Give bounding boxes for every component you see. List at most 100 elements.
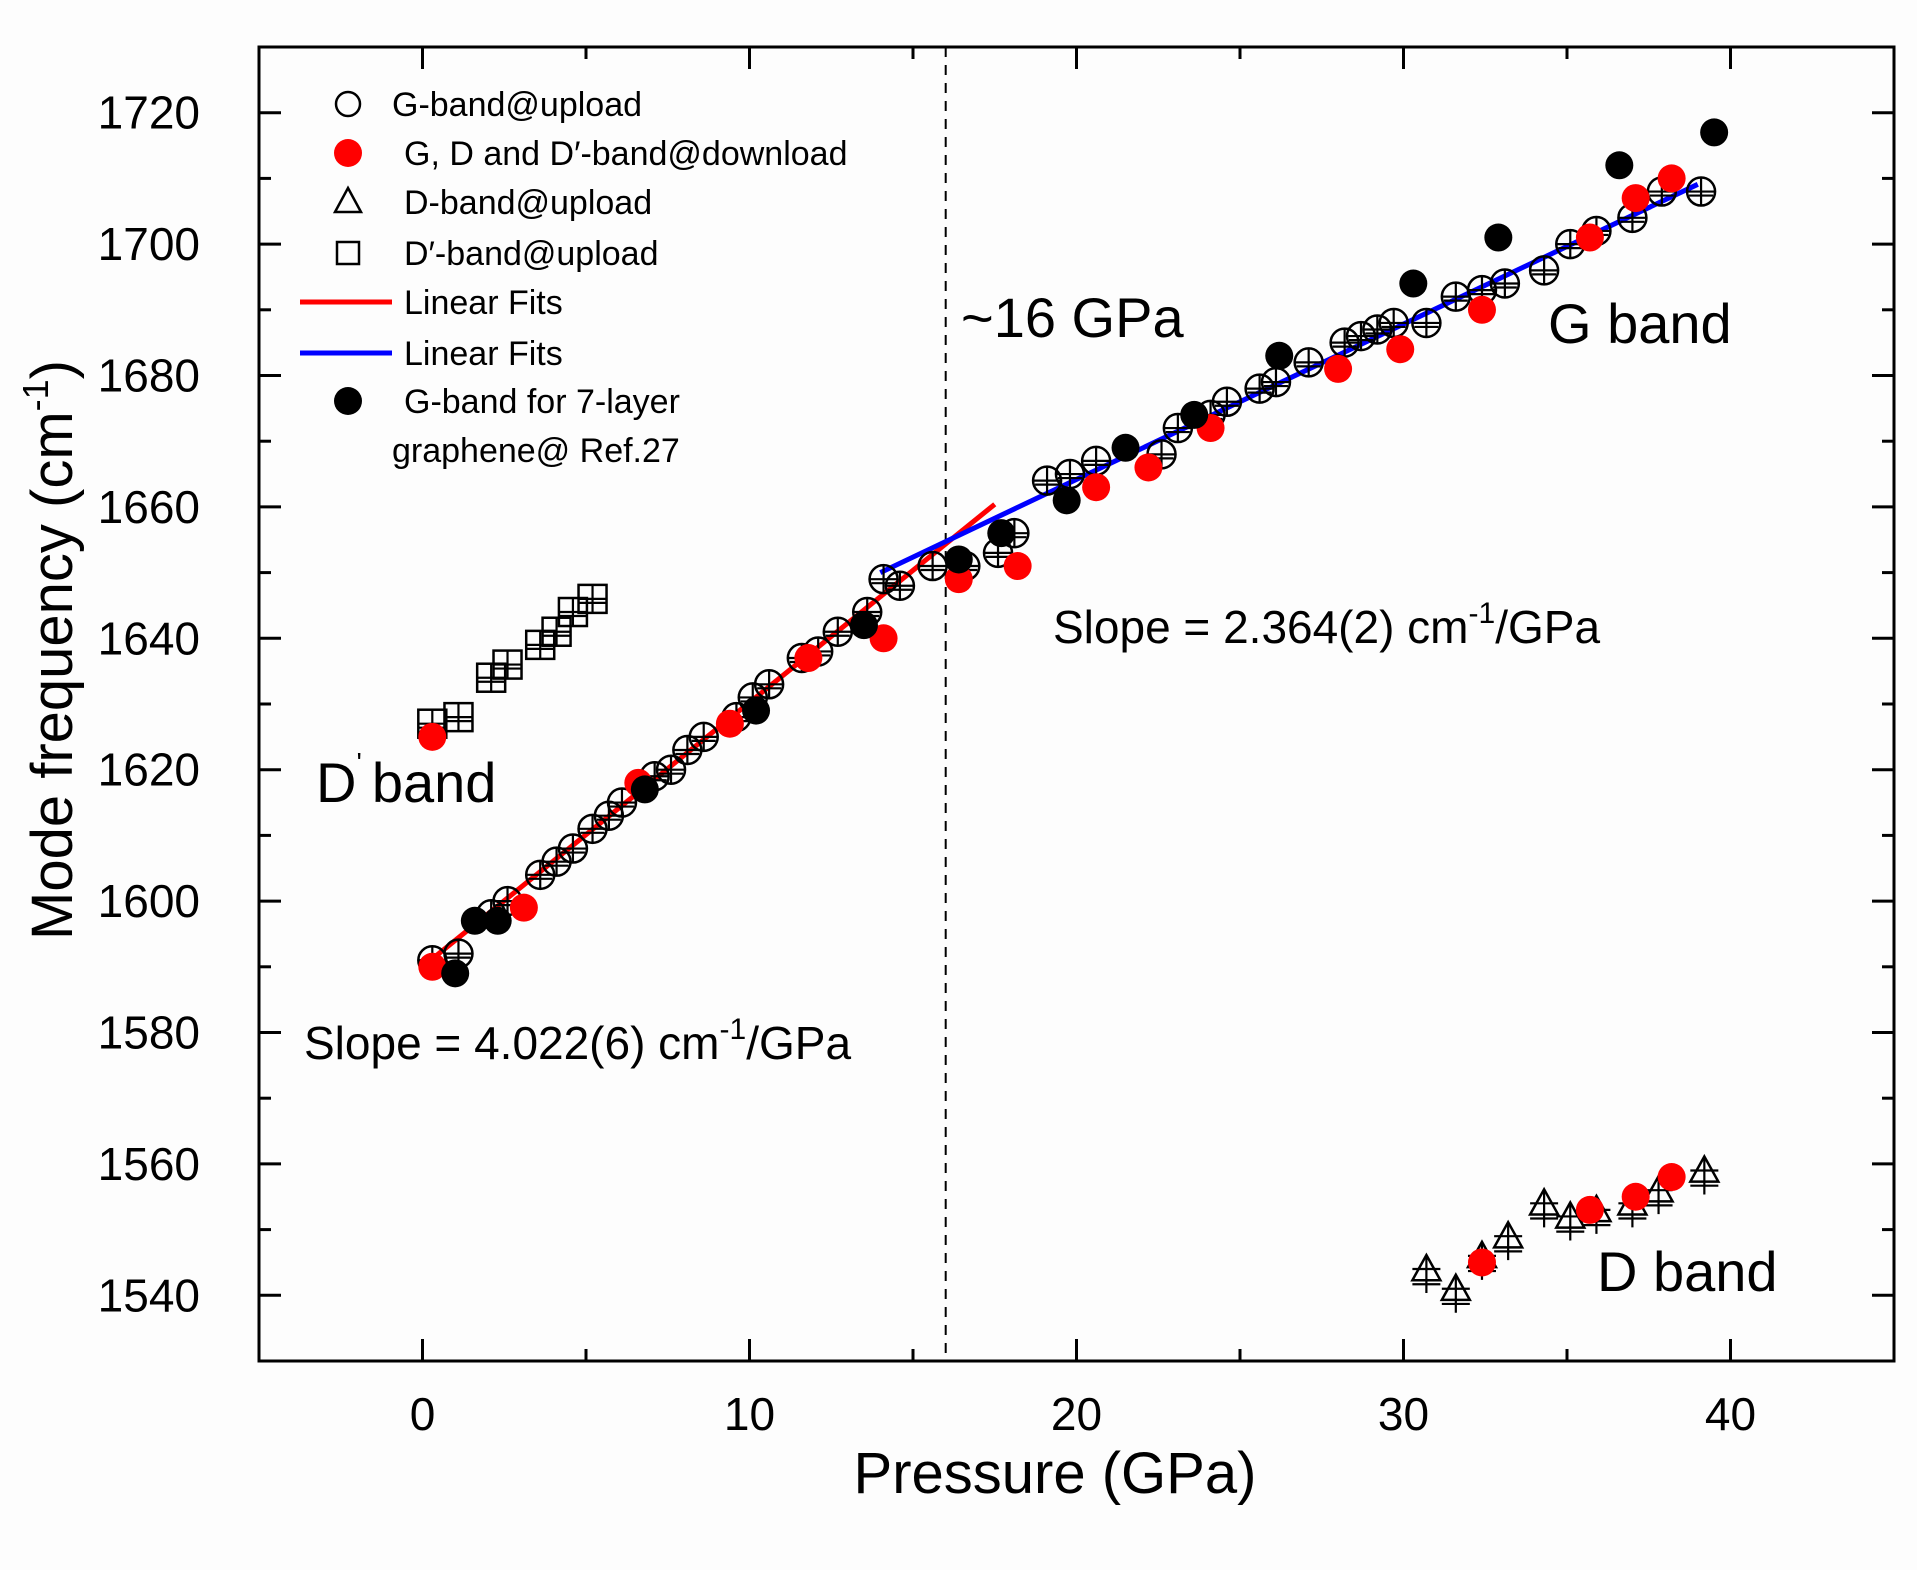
data-point-circle-crossed-open bbox=[884, 570, 916, 601]
point-cross bbox=[1163, 414, 1192, 443]
point-dot bbox=[1265, 341, 1294, 370]
data-point-circle-crossed-open bbox=[1244, 373, 1275, 404]
point-cross bbox=[823, 617, 852, 646]
data-point-circle-filled bbox=[418, 722, 447, 751]
point-cross bbox=[578, 584, 607, 613]
data-point-circle-crossed-open bbox=[1260, 366, 1292, 398]
point-dot bbox=[1467, 1248, 1496, 1277]
data-point-circle-crossed-open bbox=[1411, 307, 1442, 339]
data-point-circle-crossed-open bbox=[1080, 445, 1112, 477]
point-dot bbox=[1082, 473, 1111, 502]
point-dot bbox=[1386, 335, 1415, 364]
point-cross bbox=[1490, 269, 1519, 298]
y-tick-label: 1580 bbox=[98, 1007, 200, 1059]
data-point-triangle-crossed-open bbox=[1439, 1272, 1472, 1313]
y-tick-label: 1700 bbox=[98, 218, 200, 270]
data-point-circle-filled bbox=[1657, 1163, 1686, 1192]
y-tick-label: 1720 bbox=[98, 87, 200, 139]
legend-label-g-upload: G-band@upload bbox=[392, 86, 642, 124]
annotation-d-band: D band bbox=[1597, 1240, 1778, 1303]
point-cross bbox=[1530, 256, 1559, 285]
point-cross bbox=[869, 565, 898, 594]
point-cross bbox=[1212, 387, 1241, 416]
data-point-circle-filled bbox=[418, 952, 447, 981]
annotation-slope-low: Slope = 4.022(6) cm-1/GPa bbox=[304, 1013, 851, 1069]
legend-symbol-d-upload bbox=[332, 185, 364, 214]
legend-label-7-layer: G-band for 7-layer bbox=[404, 383, 680, 421]
y-tick-label: 1600 bbox=[98, 875, 200, 927]
data-point-circle-filled bbox=[1657, 164, 1686, 193]
point-dot bbox=[1621, 184, 1650, 213]
point-dot bbox=[944, 565, 973, 594]
point-cross bbox=[444, 703, 473, 732]
data-point-circle-crossed-open bbox=[868, 563, 899, 595]
y-tick-label: 1680 bbox=[98, 350, 200, 402]
point-cross bbox=[542, 617, 571, 646]
legend-label-blue-fit: Linear Fits bbox=[404, 335, 563, 373]
point-cross bbox=[1687, 177, 1716, 206]
data-point-circle-crossed-open bbox=[1362, 314, 1393, 345]
data-point-circle-crossed-open bbox=[917, 550, 948, 582]
point-dot bbox=[1657, 1163, 1686, 1192]
data-point-circle-filled bbox=[1052, 486, 1081, 515]
data-point-circle-filled bbox=[1399, 269, 1428, 298]
point-cross bbox=[1494, 1222, 1523, 1261]
data-point-circle-filled bbox=[1265, 341, 1294, 370]
point-dot bbox=[715, 709, 744, 738]
point-dot bbox=[1657, 164, 1686, 193]
data-point-circle-crossed-open bbox=[557, 833, 589, 864]
data-point-circle-filled bbox=[715, 709, 744, 738]
data-point-circle-filled bbox=[630, 775, 659, 804]
x-tick-label: 0 bbox=[410, 1388, 436, 1440]
point-dot bbox=[1605, 151, 1634, 180]
data-point-square-crossed-open bbox=[577, 583, 608, 615]
legend: G-band@upload G, D and D′-band@download … bbox=[300, 86, 847, 470]
x-axis-title: Pressure (GPa) bbox=[854, 1441, 1257, 1506]
data-point-circle-crossed-open bbox=[753, 669, 785, 700]
point-cross bbox=[1082, 446, 1111, 475]
data-point-circle-filled bbox=[1467, 1248, 1496, 1277]
data-point-circle-filled bbox=[742, 696, 771, 725]
legend-label-7-layer-line2: graphene@ Ref.27 bbox=[392, 432, 680, 470]
axis-ticks: 0 10 20 30 40 1540 1560 1580 1600 1620 1640 1660 168… bbox=[98, 45, 1896, 1440]
data-point-circle-crossed-open bbox=[688, 721, 719, 753]
data-point-circle-crossed-open bbox=[1489, 268, 1521, 299]
point-dot bbox=[1324, 354, 1353, 383]
data-point-circle-crossed-open bbox=[1329, 327, 1360, 358]
data-point-circle-filled bbox=[441, 959, 470, 988]
point-cross bbox=[1530, 1189, 1559, 1228]
data-point-circle-crossed-open bbox=[1211, 386, 1243, 418]
point-dot bbox=[1575, 223, 1604, 252]
x-tick-label: 20 bbox=[1051, 1388, 1102, 1440]
annotation-transition: ~16 GPa bbox=[961, 286, 1184, 349]
data-point-circle-filled bbox=[1134, 453, 1163, 482]
data-point-circle-filled bbox=[509, 893, 538, 922]
point-dot bbox=[460, 906, 489, 935]
data-point-circle-crossed-open bbox=[1345, 320, 1377, 352]
point-dot bbox=[509, 893, 538, 922]
point-cross bbox=[657, 755, 686, 784]
point-cross bbox=[493, 650, 522, 679]
x-tick-label: 40 bbox=[1705, 1388, 1756, 1440]
data-point-circle-filled bbox=[869, 624, 898, 653]
data-point-circle-filled bbox=[794, 644, 823, 673]
legend-label-download: G, D and D′-band@download bbox=[404, 135, 847, 173]
data-point-circle-crossed-open bbox=[1293, 347, 1324, 378]
data-point-circle-filled bbox=[1621, 184, 1650, 213]
data-point-circle-filled bbox=[1111, 433, 1140, 462]
data-point-circle-crossed-open bbox=[1685, 176, 1717, 207]
y-tick-label: 1640 bbox=[98, 612, 200, 664]
point-dot bbox=[1575, 1195, 1604, 1224]
data-point-circle-filled bbox=[944, 545, 973, 574]
point-cross bbox=[607, 788, 636, 817]
point-dot bbox=[441, 959, 470, 988]
data-point-triangle-crossed-open bbox=[1410, 1252, 1443, 1294]
data-point-circle-filled bbox=[987, 519, 1016, 548]
data-point-circle-filled bbox=[1621, 1182, 1650, 1211]
point-dot bbox=[742, 696, 771, 725]
point-cross bbox=[1690, 1156, 1719, 1195]
point-dot bbox=[483, 906, 512, 935]
point-cross bbox=[1441, 1274, 1470, 1313]
point-dot bbox=[987, 519, 1016, 548]
point-cross bbox=[1294, 348, 1323, 377]
